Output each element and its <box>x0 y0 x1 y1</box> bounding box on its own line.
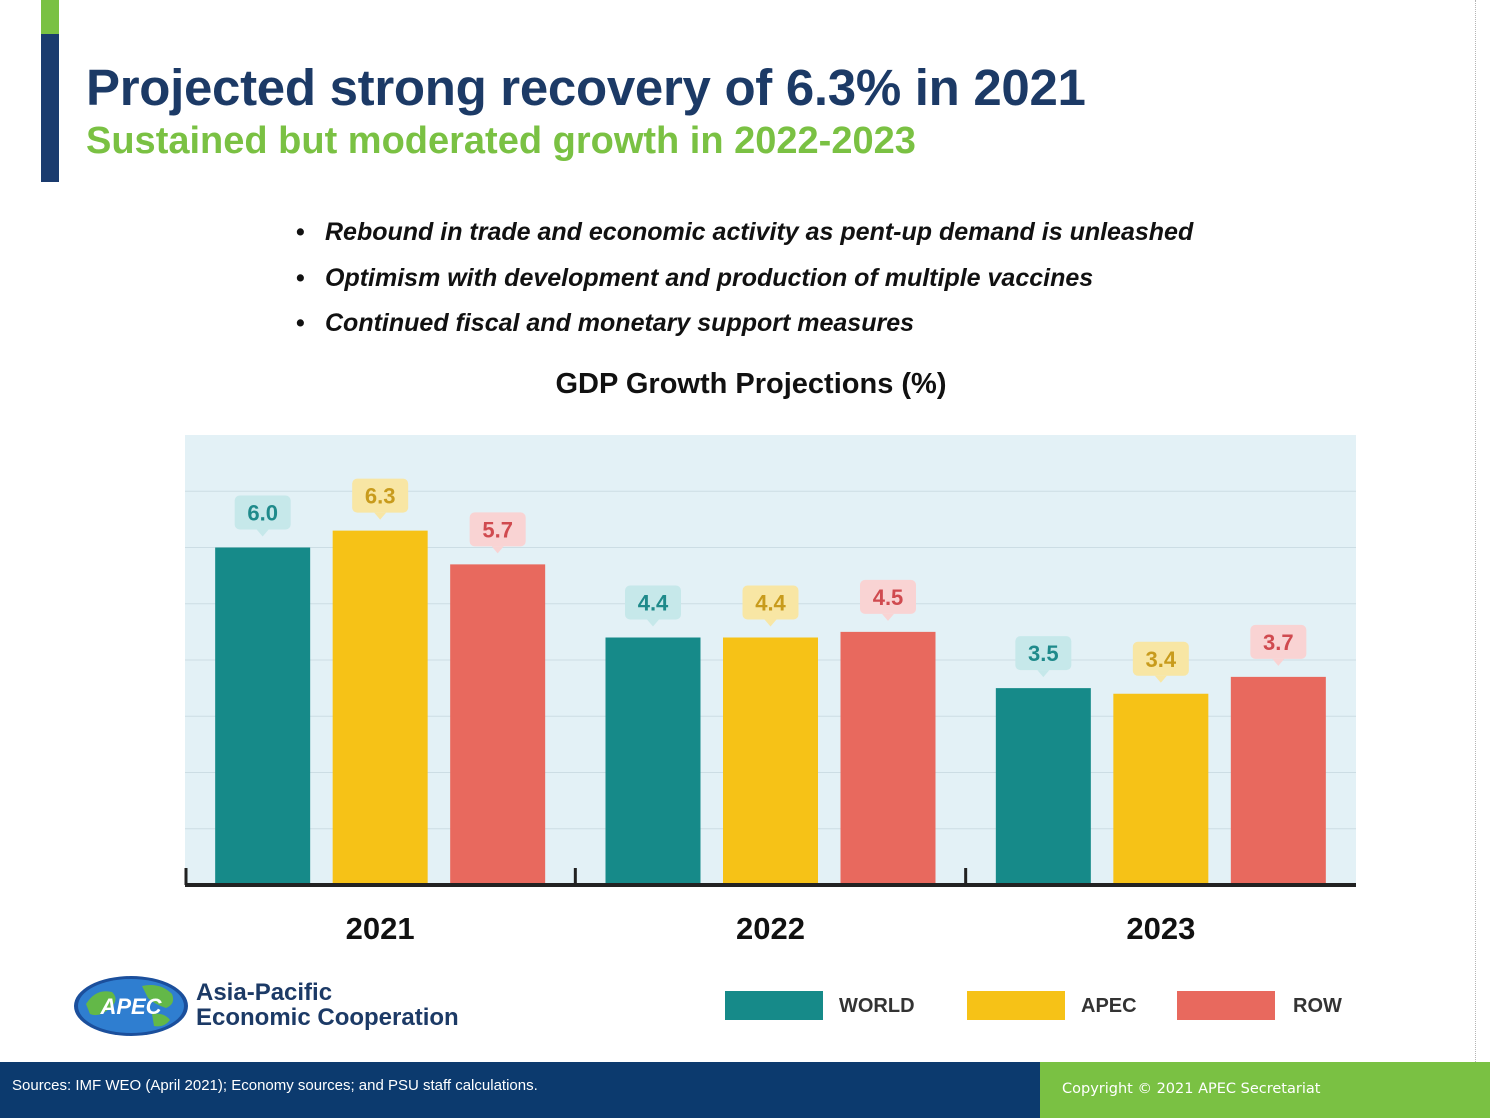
data-label-pointer <box>1037 670 1050 678</box>
data-label-bubble <box>1015 636 1072 671</box>
footer-copyright-text: Copyright © 2021 APEC Secretariat <box>1062 1081 1321 1097</box>
legend-swatch-world <box>725 991 823 1020</box>
bar-row <box>840 631 936 885</box>
slide-title: Projected strong recovery of 6.3% in 202… <box>86 59 1086 116</box>
data-label: 6.0 <box>247 501 278 526</box>
logo-name-line2: Economic Cooperation <box>196 1004 459 1031</box>
data-label: 4.4 <box>638 591 669 616</box>
bullet-item: • Optimism with development and productio… <box>296 260 1193 306</box>
x-tick-label: 2021 <box>346 911 415 946</box>
data-label: 5.7 <box>482 517 513 542</box>
legend-swatch-row <box>1177 991 1275 1020</box>
footer-copyright-bar: Copyright © 2021 APEC Secretariat <box>1040 1062 1490 1118</box>
accent-top-green <box>41 0 59 34</box>
data-label-pointer <box>256 529 269 537</box>
data-label: 6.3 <box>365 484 396 509</box>
bar-world <box>995 688 1091 885</box>
apec-globe-logo-icon: APEC <box>74 976 188 1036</box>
data-label-pointer <box>882 613 894 621</box>
logo-name-line1: Asia-Pacific <box>196 979 333 1006</box>
bar-apec <box>332 530 428 885</box>
x-tick-label: 2023 <box>1126 911 1195 946</box>
bar-apec <box>1113 693 1209 885</box>
bar-apec <box>723 637 818 885</box>
legend-label: WORLD <box>839 995 915 1017</box>
data-label-pointer <box>491 546 504 554</box>
footer-sources-bar: Sources: IMF WEO (April 2021); Economy s… <box>0 1062 1040 1118</box>
bullet-item: • Rebound in trade and economic activity … <box>296 214 1193 260</box>
data-label: 4.4 <box>755 591 786 616</box>
logo-name: Asia-Pacific Economic Cooperation <box>196 980 459 1030</box>
logo-badge-text: APEC <box>99 994 162 1019</box>
bullet-list: • Rebound in trade and economic activity … <box>296 214 1193 351</box>
data-label: 3.7 <box>1263 630 1294 655</box>
data-label-bubble <box>1250 624 1307 659</box>
data-label-pointer <box>647 619 659 627</box>
data-label-bubble <box>352 478 409 513</box>
chart-title: GDP Growth Projections (%) <box>555 368 947 400</box>
bullet-marker: • <box>296 218 305 246</box>
data-label-pointer <box>1272 658 1285 666</box>
data-label: 4.5 <box>873 585 904 610</box>
bullet-item: • Continued fiscal and monetary support m… <box>296 305 1193 351</box>
data-label-pointer <box>1154 675 1167 683</box>
bar-row <box>450 564 546 885</box>
bullet-marker: • <box>296 263 305 292</box>
bullet-marker: • <box>296 309 305 337</box>
bar-world <box>605 637 701 885</box>
bullet-text: Rebound in trade and economic activity a… <box>325 218 1194 246</box>
data-label-pointer <box>374 512 387 520</box>
bullet-text: Continued fiscal and monetary support me… <box>325 309 915 337</box>
data-label: 3.5 <box>1028 641 1059 666</box>
bar-world <box>215 547 311 885</box>
bullet-text: Optimism with development and production… <box>325 263 1094 292</box>
data-label-bubble <box>860 579 916 614</box>
data-label-bubble <box>742 585 799 620</box>
data-label-pointer <box>764 619 777 627</box>
x-tick-label: 2022 <box>736 911 805 946</box>
data-label-bubble <box>1132 641 1189 676</box>
data-label-bubble <box>469 512 526 547</box>
accent-side-bar <box>41 34 59 182</box>
legend-label: ROW <box>1293 995 1342 1017</box>
data-label-bubble <box>625 585 681 620</box>
legend-label: APEC <box>1081 995 1137 1017</box>
data-label: 3.4 <box>1146 647 1177 672</box>
bar-row <box>1230 676 1326 885</box>
legend-swatch-apec <box>967 991 1065 1020</box>
right-guide-line <box>1475 0 1476 1062</box>
slide-subtitle: Sustained but moderated growth in 2022-2… <box>86 120 916 162</box>
gdp-bar-chart: 6.0 6.3 5.7 2021 4.4 4.4 4.5 2022 3.5 3.4 3.7 2023 W… <box>184 435 1356 1020</box>
data-label-bubble <box>234 495 291 530</box>
footer-sources-text: Sources: IMF WEO (April 2021); Economy s… <box>12 1077 538 1094</box>
